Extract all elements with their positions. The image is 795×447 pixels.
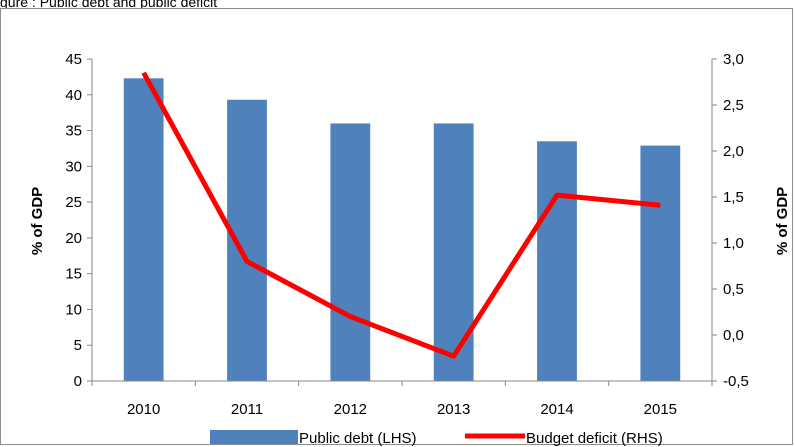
legend-swatch-public-debt [210, 430, 298, 444]
x-tick-label: 2013 [437, 401, 470, 418]
figure-caption: gure : Public debt and public deficit [0, 0, 218, 10]
bar-public-debt-2013 [433, 123, 474, 382]
y-left-tick-label: 20 [65, 230, 82, 247]
line-budget-deficit [141, 71, 661, 359]
legend: Public debt (LHS) Budget deficit (RHS) [210, 430, 663, 447]
y-left-tick-label: 45 [65, 51, 82, 68]
y-right-tick-label: 2,5 [723, 97, 744, 114]
x-tick-label: 2012 [334, 401, 367, 418]
y-left-tick-label: 35 [65, 123, 82, 140]
y-right-axis-title: % of GDP [774, 187, 791, 255]
y-left-tick-label: 0 [74, 373, 82, 390]
y-right-tick-label: 0,0 [723, 327, 744, 344]
y-right-tick-label: 1,5 [723, 189, 744, 206]
y-left-tick-label: 40 [65, 87, 82, 104]
legend-label-public-debt: Public debt (LHS) [299, 430, 417, 447]
bar-public-debt-2010 [123, 78, 164, 381]
y-right-tick-label: 1,0 [723, 235, 744, 252]
y-left-tick-label: 10 [65, 301, 82, 318]
y-right-tick-label: 0,5 [723, 281, 744, 298]
legend-label-budget-deficit: Budget deficit (RHS) [526, 430, 663, 447]
y-left-axis-title: % of GDP [29, 187, 46, 255]
x-tick-label: 2010 [127, 401, 160, 418]
bar-public-debt-2015 [640, 145, 681, 381]
y-left-tick-label: 30 [65, 158, 82, 175]
x-tick-label: 2014 [540, 401, 573, 418]
y-right-tick-label: 2,0 [723, 143, 744, 160]
y-right-tick-label: 3,0 [723, 51, 744, 68]
bar-public-debt-2014 [537, 141, 577, 381]
y-right-tick-label: -0,5 [723, 373, 749, 390]
bar-public-debt-2012 [330, 123, 371, 382]
x-tick-label: 2015 [644, 401, 677, 418]
y-left-tick-label: 5 [74, 337, 82, 354]
y-left-tick-label: 15 [65, 266, 82, 283]
y-left-tick-label: 25 [65, 194, 82, 211]
x-tick-label: 2011 [231, 401, 263, 418]
